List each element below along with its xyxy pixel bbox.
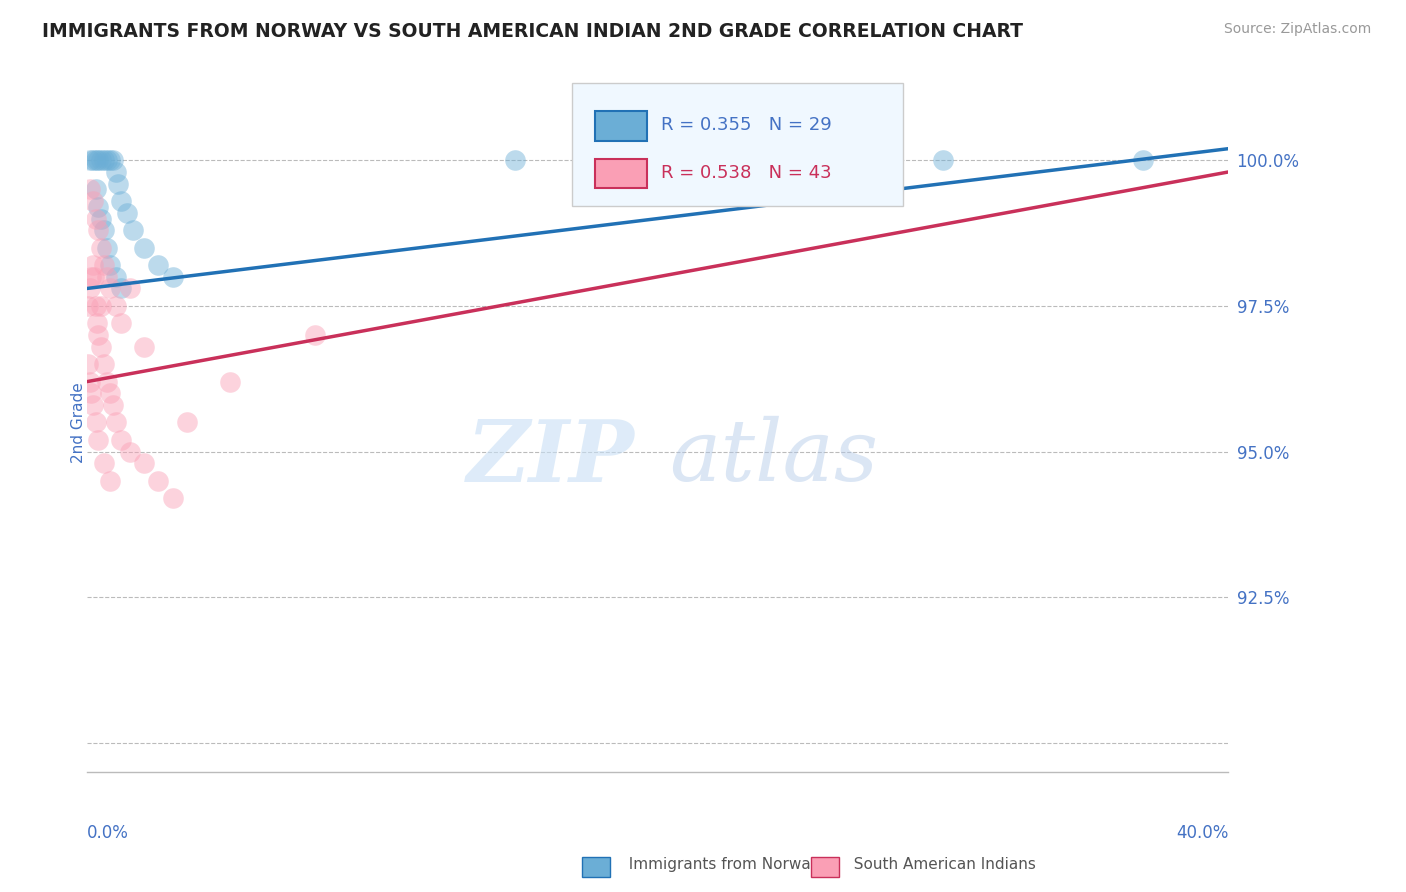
Point bbox=[121, 223, 143, 237]
Point bbox=[93, 153, 115, 168]
Point bbox=[110, 317, 132, 331]
Point bbox=[162, 269, 184, 284]
Point bbox=[98, 258, 121, 272]
FancyBboxPatch shape bbox=[595, 112, 647, 141]
Point bbox=[98, 474, 121, 488]
FancyBboxPatch shape bbox=[595, 159, 647, 188]
Point bbox=[148, 474, 170, 488]
Point bbox=[87, 223, 110, 237]
Point bbox=[93, 357, 115, 371]
Point bbox=[1132, 153, 1154, 168]
Point bbox=[703, 153, 725, 168]
Point bbox=[84, 299, 107, 313]
Point bbox=[304, 328, 326, 343]
Point bbox=[107, 177, 129, 191]
Point bbox=[80, 269, 103, 284]
Text: 0.0%: 0.0% bbox=[87, 824, 129, 842]
Point bbox=[101, 153, 124, 168]
Point bbox=[77, 357, 100, 371]
Point bbox=[104, 269, 127, 284]
Point bbox=[90, 153, 112, 168]
Text: Immigrants from Norway: Immigrants from Norway bbox=[619, 857, 820, 872]
Point bbox=[134, 340, 156, 354]
Point bbox=[134, 456, 156, 470]
Point bbox=[87, 153, 110, 168]
Point bbox=[162, 491, 184, 505]
Text: IMMIGRANTS FROM NORWAY VS SOUTH AMERICAN INDIAN 2ND GRADE CORRELATION CHART: IMMIGRANTS FROM NORWAY VS SOUTH AMERICAN… bbox=[42, 22, 1024, 41]
Point bbox=[134, 241, 156, 255]
Point bbox=[93, 258, 115, 272]
Point bbox=[110, 281, 132, 295]
Point bbox=[932, 153, 955, 168]
Point bbox=[93, 223, 115, 237]
Text: Source: ZipAtlas.com: Source: ZipAtlas.com bbox=[1223, 22, 1371, 37]
Y-axis label: 2nd Grade: 2nd Grade bbox=[72, 382, 86, 463]
Point bbox=[90, 241, 112, 255]
Point bbox=[82, 258, 104, 272]
Point bbox=[80, 386, 103, 401]
Point bbox=[79, 375, 101, 389]
Point bbox=[115, 206, 138, 220]
Point bbox=[82, 153, 104, 168]
Point bbox=[82, 398, 104, 412]
Point bbox=[176, 416, 198, 430]
Point bbox=[90, 340, 112, 354]
Point bbox=[101, 398, 124, 412]
Point bbox=[77, 299, 100, 313]
Point bbox=[104, 165, 127, 179]
Point bbox=[82, 194, 104, 208]
Point bbox=[84, 416, 107, 430]
Point bbox=[90, 299, 112, 313]
Point bbox=[86, 317, 108, 331]
Point bbox=[84, 182, 107, 196]
Text: South American Indians: South American Indians bbox=[844, 857, 1035, 872]
Point bbox=[118, 444, 141, 458]
Point bbox=[104, 299, 127, 313]
Point bbox=[87, 433, 110, 447]
Text: R = 0.538   N = 43: R = 0.538 N = 43 bbox=[661, 164, 832, 182]
Point bbox=[83, 269, 105, 284]
Point bbox=[90, 211, 112, 226]
Point bbox=[96, 153, 118, 168]
Point bbox=[79, 281, 101, 295]
Point bbox=[110, 433, 132, 447]
Point bbox=[84, 211, 107, 226]
Point bbox=[218, 375, 240, 389]
Text: ZIP: ZIP bbox=[467, 416, 636, 500]
Point bbox=[118, 281, 141, 295]
Point bbox=[79, 182, 101, 196]
Point bbox=[104, 416, 127, 430]
Point bbox=[84, 153, 107, 168]
FancyBboxPatch shape bbox=[572, 84, 903, 206]
Text: atlas: atlas bbox=[669, 416, 879, 499]
Point bbox=[79, 153, 101, 168]
Text: 40.0%: 40.0% bbox=[1175, 824, 1229, 842]
Point bbox=[98, 281, 121, 295]
Point bbox=[87, 328, 110, 343]
Point bbox=[96, 375, 118, 389]
Point bbox=[503, 153, 526, 168]
Point bbox=[96, 241, 118, 255]
Point bbox=[98, 153, 121, 168]
Point bbox=[148, 258, 170, 272]
Text: R = 0.355   N = 29: R = 0.355 N = 29 bbox=[661, 116, 832, 135]
Point bbox=[98, 386, 121, 401]
Point bbox=[96, 269, 118, 284]
Point bbox=[110, 194, 132, 208]
Point bbox=[93, 456, 115, 470]
Point bbox=[87, 200, 110, 214]
